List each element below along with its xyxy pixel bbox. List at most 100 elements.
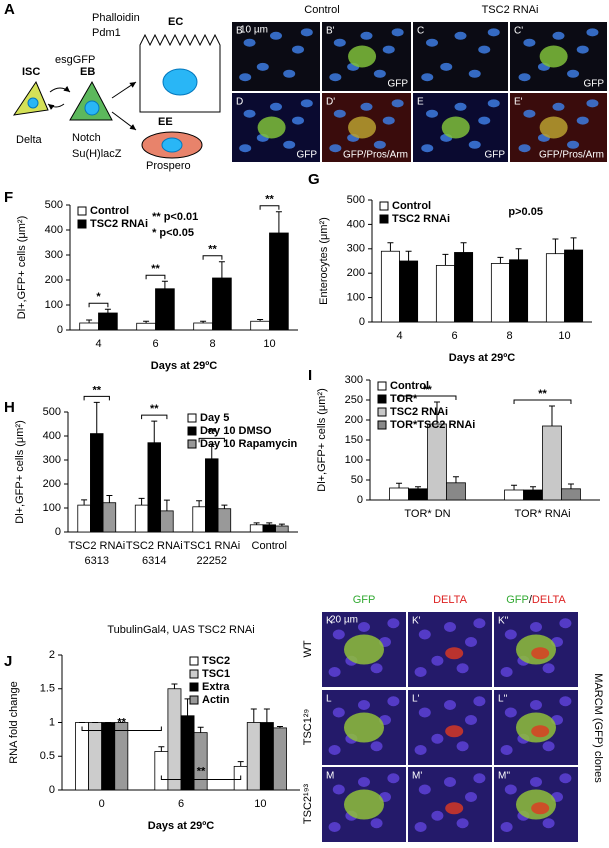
error-bar xyxy=(497,256,504,264)
y-tick-label: 400 xyxy=(347,218,365,230)
nucleus-blob xyxy=(465,715,477,725)
nucleus-blob xyxy=(360,31,373,40)
panel-label: C xyxy=(417,26,424,37)
significance-bracket xyxy=(398,395,457,400)
x-tick-label: 6 xyxy=(451,330,457,342)
y-tick-label: 300 xyxy=(43,454,61,466)
error-bar xyxy=(163,499,170,511)
clone-blob xyxy=(344,634,384,665)
significance-bracket xyxy=(202,255,223,260)
y-tick-label: 500 xyxy=(347,194,365,206)
nucleus-blob xyxy=(559,618,572,629)
y-axis-label: RNA fold change xyxy=(8,681,20,764)
significance-bracket xyxy=(83,395,110,401)
column-header: DELTA xyxy=(433,594,467,606)
bar xyxy=(399,260,419,323)
nucleus-blob xyxy=(473,618,486,629)
nucleus-blob xyxy=(391,99,404,108)
nucleus xyxy=(162,68,198,96)
nucleus-blob xyxy=(333,109,346,118)
nucleus-blob xyxy=(504,707,517,718)
nucleus-blob xyxy=(332,784,345,795)
bar xyxy=(509,259,529,323)
nucleus-blob xyxy=(576,116,589,125)
channel-label: GFP xyxy=(296,150,317,161)
legend-swatch xyxy=(187,413,197,423)
panel-label: L' xyxy=(412,694,420,705)
legend-swatch xyxy=(189,669,199,679)
panel-label: M'' xyxy=(498,771,510,782)
nucleus-blob xyxy=(487,99,500,108)
bar xyxy=(217,508,232,533)
legend-swatch xyxy=(189,682,199,692)
y-tick-label: 500 xyxy=(45,199,63,211)
bar xyxy=(154,751,169,791)
nucleus-blob xyxy=(465,637,477,647)
significance: ** xyxy=(208,244,217,256)
cell-blob xyxy=(539,45,568,68)
nucleus-blob xyxy=(478,45,491,54)
bar xyxy=(90,433,104,533)
error-bar xyxy=(396,482,403,488)
x-tick-label: 6 xyxy=(152,338,158,350)
nucleus-blob xyxy=(239,144,252,153)
error-bar xyxy=(106,495,113,503)
x-tick-label: 8 xyxy=(209,338,215,350)
error-bar xyxy=(253,522,260,525)
bar xyxy=(134,504,149,533)
nucleus-blob xyxy=(431,733,444,744)
nucleus-blob xyxy=(559,773,572,784)
panel-label: G xyxy=(308,171,320,188)
nucleus-blob xyxy=(523,109,536,118)
y-tick-label: 0 xyxy=(55,526,61,538)
x-tick-sublabel: 22252 xyxy=(196,555,227,567)
panel-label: K xyxy=(326,616,333,627)
clone-blob xyxy=(344,789,384,820)
error-bar xyxy=(197,726,204,733)
legend-label: TOR*TSC2 RNAi xyxy=(390,419,475,431)
x-tick-label: TSC2 RNAi xyxy=(68,540,125,552)
significance: * xyxy=(96,291,101,303)
nucleus-blob xyxy=(426,109,438,118)
scale-bar-label: 20 µm xyxy=(330,615,358,626)
significance-bracket xyxy=(88,302,109,308)
x-tick-label: Control xyxy=(252,540,287,552)
legend-label: Control xyxy=(90,205,129,217)
nucleus-blob xyxy=(421,144,434,153)
bar xyxy=(269,232,289,331)
panel-label: J xyxy=(4,653,12,670)
legend-swatch xyxy=(377,394,387,404)
nucleus-blob xyxy=(487,28,500,37)
y-tick-label: 500 xyxy=(43,406,61,418)
legend-swatch xyxy=(189,656,199,666)
significance: ** xyxy=(423,384,432,396)
significance-bracket xyxy=(259,205,280,210)
cell-blob xyxy=(348,116,377,139)
clone-blob xyxy=(344,712,384,743)
nucleus-blob xyxy=(468,69,481,78)
bar xyxy=(389,487,409,501)
y-tick-label: 1.5 xyxy=(40,683,55,695)
y-tick-label: 100 xyxy=(347,292,365,304)
bar xyxy=(102,502,117,533)
nucleus-blob xyxy=(370,663,383,674)
cell-blob xyxy=(539,116,568,139)
nucleus-blob xyxy=(552,102,565,111)
nucleus-blob xyxy=(370,818,383,829)
legend-label: TSC1 xyxy=(202,668,230,680)
y-axis-label: Dl+,GFP+ cells (μm²) xyxy=(14,420,26,524)
nucleus-blob xyxy=(456,663,469,674)
bar xyxy=(155,288,175,331)
nucleus-blob xyxy=(329,73,342,82)
nucleus-blob xyxy=(292,116,304,125)
legend-swatch xyxy=(377,420,387,430)
panel-label: A xyxy=(4,1,15,18)
y-axis-label: Enterocytes (μm²) xyxy=(318,217,330,305)
nucleus-blob xyxy=(454,102,467,111)
legend-label: TSC2 RNAi xyxy=(90,218,148,230)
y-tick-label: 0 xyxy=(359,316,365,328)
nucleus-blob xyxy=(586,99,599,108)
error-bar xyxy=(387,242,394,252)
bar xyxy=(259,722,274,791)
nucleus-blob xyxy=(444,700,456,710)
